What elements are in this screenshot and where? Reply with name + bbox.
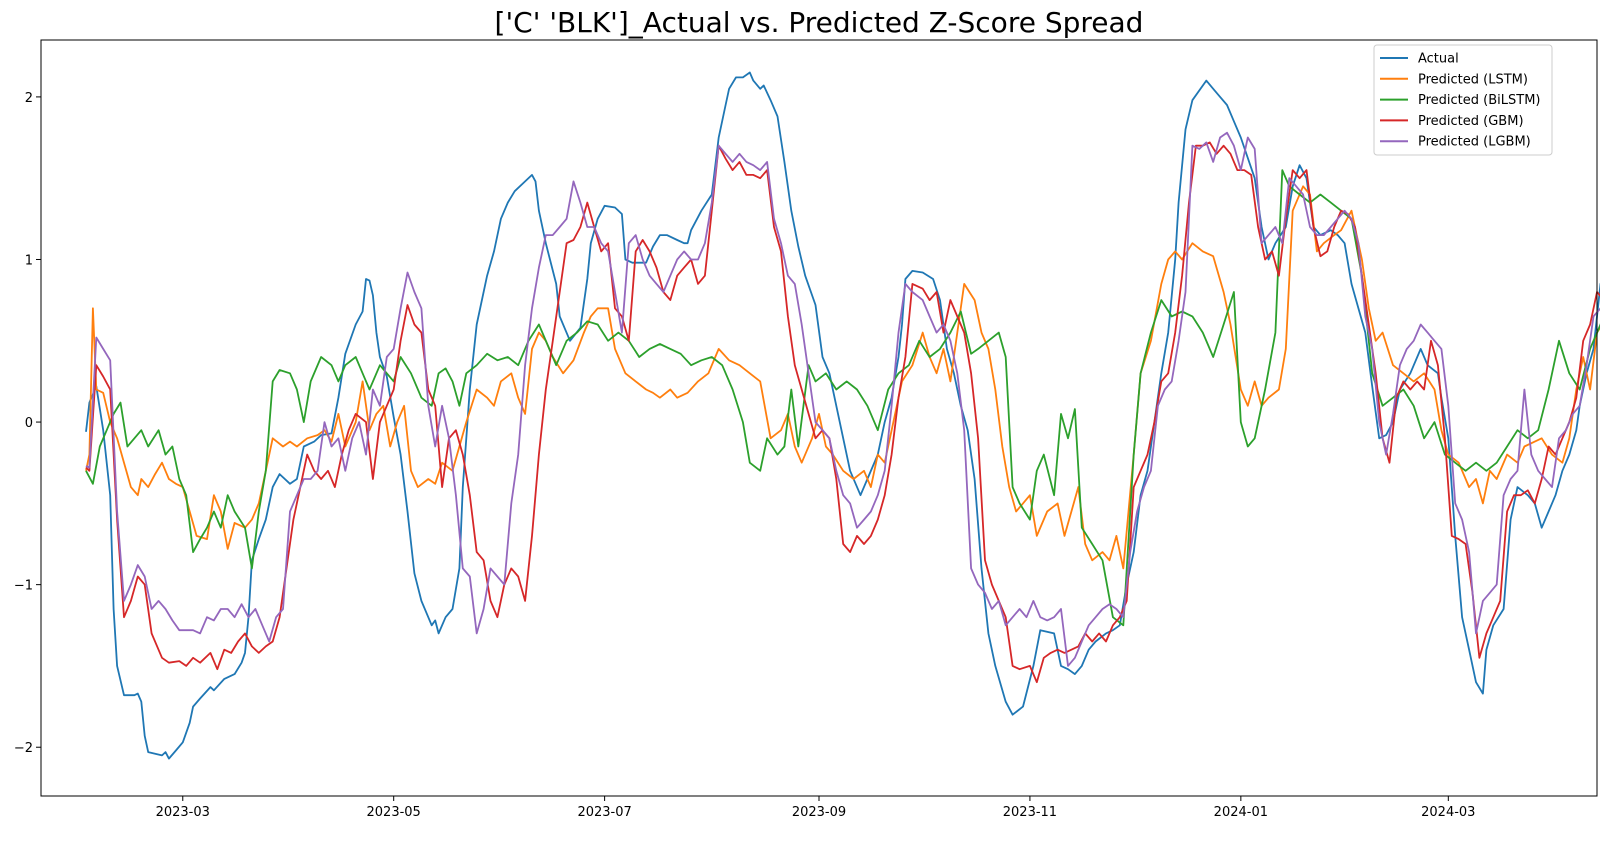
series-line-1 <box>85 185 1600 570</box>
y-tick-label: −1 <box>14 579 33 594</box>
series-line-0 <box>85 71 1600 760</box>
x-tick-label: 2023-11 <box>1003 805 1057 820</box>
legend-box <box>1373 44 1553 156</box>
y-tick-label: 2 <box>25 91 33 106</box>
x-tick-label: 2023-09 <box>792 805 846 820</box>
chart-title: ['C' 'BLK']_Actual vs. Predicted Z-Score… <box>495 6 1144 39</box>
legend-label: Predicted (BiLSTM) <box>1418 93 1540 108</box>
series-line-2 <box>85 169 1600 627</box>
y-tick-label: −2 <box>14 741 33 756</box>
legend-label: Actual <box>1418 52 1459 67</box>
x-tick-label: 2023-07 <box>577 805 631 820</box>
series-line-3 <box>85 141 1600 684</box>
x-tick-label: 2023-05 <box>367 805 421 820</box>
legend-label: Predicted (GBM) <box>1418 114 1524 129</box>
plot-lines <box>85 71 1600 760</box>
legend-label: Predicted (LGBM) <box>1418 135 1531 150</box>
x-axis: 2023-03 2023-05 2023-07 2023-09 2023-11 2024-… <box>156 796 1475 820</box>
series-line-4 <box>85 131 1600 667</box>
x-tick-label: 2024-03 <box>1421 805 1475 820</box>
y-axis: −2 −1 0 1 2 <box>14 91 41 756</box>
legend-label: Predicted (LSTM) <box>1418 72 1528 87</box>
y-tick-label: 0 <box>25 416 33 431</box>
x-tick-label: 2024-01 <box>1214 805 1268 820</box>
x-tick-label: 2023-03 <box>156 805 210 820</box>
legend: Actual Predicted (LSTM) Predicted (BiLSTM)… <box>1373 44 1553 156</box>
y-tick-label: 1 <box>25 253 33 268</box>
